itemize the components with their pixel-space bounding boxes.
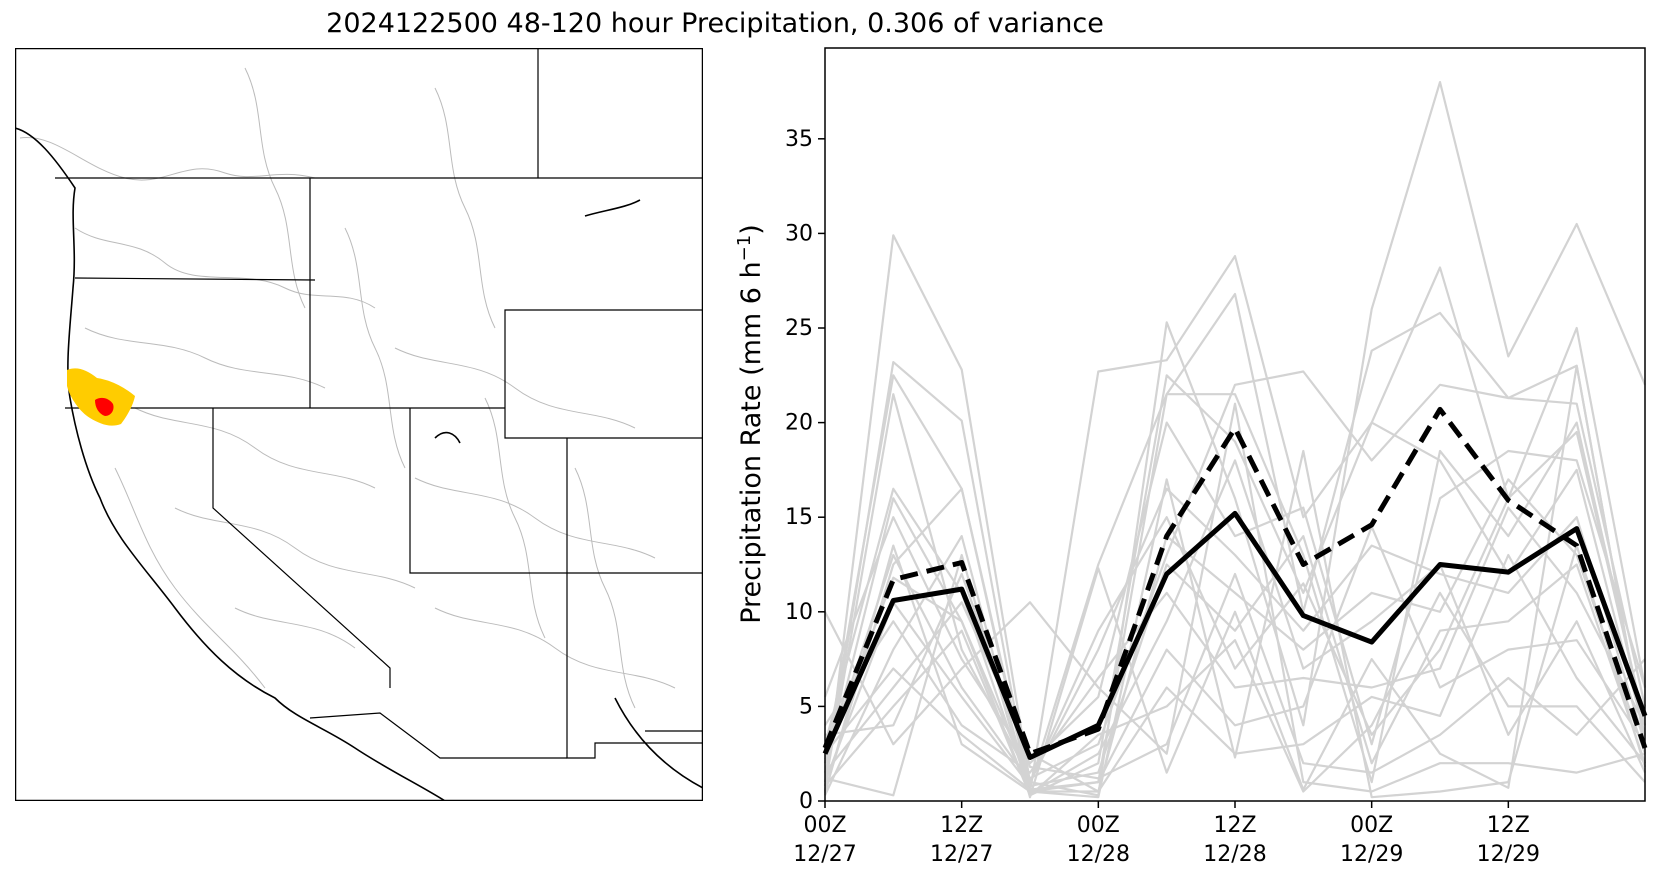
y-axis-label-end: ) xyxy=(736,224,767,235)
dashed-series-line xyxy=(822,406,1648,757)
y-tick-label: 20 xyxy=(785,411,813,436)
y-tick-label: 10 xyxy=(785,600,813,625)
x-tick-label-time: 12Z xyxy=(1213,813,1256,838)
member-line-10 xyxy=(823,534,1647,788)
state-borders xyxy=(55,48,703,759)
basin-highlight xyxy=(67,368,135,426)
y-tick-label: 30 xyxy=(785,221,813,246)
x-tick-label-date: 12/28 xyxy=(1067,842,1130,867)
member-line-9 xyxy=(823,478,1647,793)
member-line-11 xyxy=(824,506,1646,774)
x-tick-label-time: 12Z xyxy=(1487,813,1530,838)
y-axis-label-superscript: −1 xyxy=(734,235,755,262)
member-line-18 xyxy=(824,364,1647,799)
y-tick-label: 5 xyxy=(799,694,813,719)
member-line-7 xyxy=(823,421,1647,765)
y-tick-label: 25 xyxy=(785,316,813,341)
watershed-boundaries xyxy=(19,67,676,709)
member-line-19 xyxy=(823,449,1647,799)
y-tick-label: 0 xyxy=(799,789,813,814)
y-axis-label-main: Precipitation Rate (mm 6 h xyxy=(736,261,767,623)
map-panel xyxy=(15,48,703,801)
member-line-4 xyxy=(823,370,1647,787)
x-tick-label-date: 12/28 xyxy=(1203,842,1266,867)
x-tick-label-time: 00Z xyxy=(803,813,846,838)
member-line-13 xyxy=(824,525,1646,791)
figure-title: 2024122500 48-120 hour Precipitation, 0.… xyxy=(326,8,1104,39)
member-line-17 xyxy=(824,402,1646,793)
basin-inner-highlight xyxy=(95,397,114,416)
coastline xyxy=(15,127,703,801)
member-line-16 xyxy=(824,572,1646,780)
x-tick-label-date: 12/29 xyxy=(1340,842,1403,867)
y-axis-label: Precipitation Rate (mm 6 h−1) xyxy=(734,224,768,624)
member-line-8 xyxy=(823,487,1647,784)
basin-outer-highlight xyxy=(67,368,135,426)
x-tick-label-date: 12/29 xyxy=(1477,842,1540,867)
x-tick-label-time: 12Z xyxy=(940,813,983,838)
y-axis: 0 5 10 15 20 25 30 35 xyxy=(785,127,825,814)
x-tick-label-date: 12/27 xyxy=(930,842,993,867)
ensemble-members xyxy=(823,80,1647,799)
x-tick-label-date: 12/27 xyxy=(793,842,856,867)
member-line-1 xyxy=(823,80,1647,797)
member-line-15 xyxy=(824,591,1646,797)
x-tick-label-time: 00Z xyxy=(1350,813,1393,838)
member-line-12 xyxy=(824,459,1647,796)
solid-series-line xyxy=(822,510,1648,760)
x-tick-label-time: 00Z xyxy=(1077,813,1120,838)
y-tick-label: 15 xyxy=(785,505,813,530)
main-series xyxy=(822,406,1648,760)
y-tick-label: 35 xyxy=(785,127,813,152)
x-axis: 00Z 12/27 12Z 12/27 00Z 12/28 12Z 12/28 00Z 12/29… xyxy=(793,801,1540,867)
map-frame xyxy=(15,48,703,801)
